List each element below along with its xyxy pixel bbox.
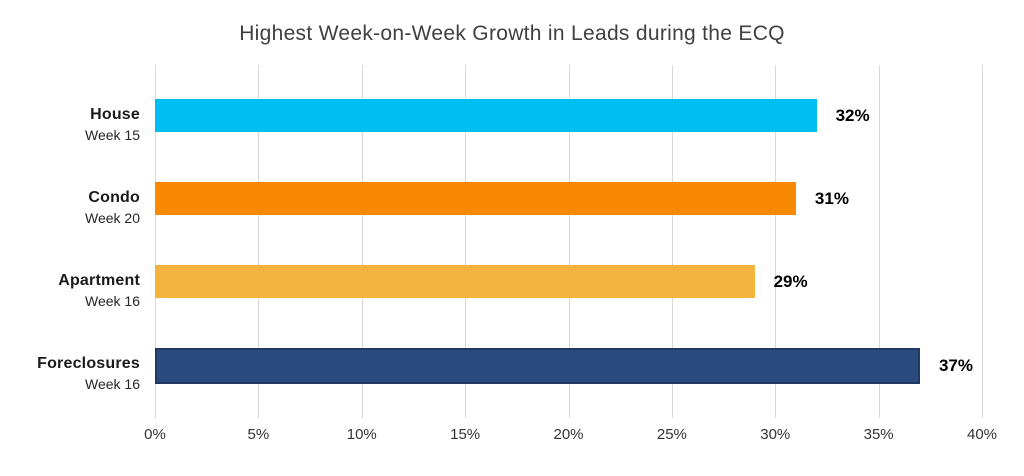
gridline xyxy=(775,65,777,418)
value-label: 29% xyxy=(773,271,808,291)
chart-title: Highest Week-on-Week Growth in Leads dur… xyxy=(239,22,785,45)
bar-house xyxy=(155,99,817,132)
bar-foreclosures xyxy=(155,348,920,384)
x-axis-tick-label: 0% xyxy=(144,426,166,443)
x-axis-tick-label: 5% xyxy=(247,426,270,443)
category-sublabel: Week 16 xyxy=(85,376,140,392)
category-label: House xyxy=(90,106,140,123)
category-label: Apartment xyxy=(58,272,140,289)
x-axis-tick-label: 30% xyxy=(760,426,791,443)
value-label: 31% xyxy=(814,188,849,208)
bar-row: 29% xyxy=(155,265,982,298)
gridline xyxy=(982,65,983,418)
bar-row: 31% xyxy=(155,182,982,215)
category-label-block: House Week 15 xyxy=(0,104,140,145)
category-label-block: Foreclosures Week 16 xyxy=(0,353,140,394)
category-label-block: Apartment Week 16 xyxy=(0,270,140,311)
gridline xyxy=(361,65,363,418)
gridline xyxy=(258,65,260,418)
bar-row: 37% xyxy=(155,348,982,384)
category-label-block: Condo Week 20 xyxy=(0,187,140,228)
x-axis-tick-label: 35% xyxy=(863,426,894,443)
gridline xyxy=(155,65,156,418)
category-label: Foreclosures xyxy=(37,355,140,372)
x-axis-tick-label: 20% xyxy=(553,426,584,443)
gridline xyxy=(568,65,570,418)
gridline xyxy=(465,65,467,418)
x-axis-tick-label: 10% xyxy=(346,426,377,443)
category-sublabel: Week 15 xyxy=(85,127,140,143)
x-axis-tick-label: 25% xyxy=(656,426,687,443)
bar-apartment xyxy=(155,265,755,298)
gridline xyxy=(878,65,880,418)
gridline xyxy=(671,65,673,418)
bar-row: 32% xyxy=(155,99,982,132)
x-axis-tick-label: 40% xyxy=(966,426,998,443)
value-label: 32% xyxy=(835,105,870,125)
category-sublabel: Week 16 xyxy=(85,293,140,309)
x-axis: 0% 5% 10% 15% 20% 25% 30% 35% 40% xyxy=(0,426,1024,450)
category-label: Condo xyxy=(88,189,140,206)
bar-condo xyxy=(155,182,796,215)
value-label: 37% xyxy=(938,356,973,375)
category-sublabel: Week 20 xyxy=(85,210,140,226)
x-axis-tick-label: 15% xyxy=(450,426,481,443)
plot-area: 32% 31% 29% 37% xyxy=(155,65,983,418)
